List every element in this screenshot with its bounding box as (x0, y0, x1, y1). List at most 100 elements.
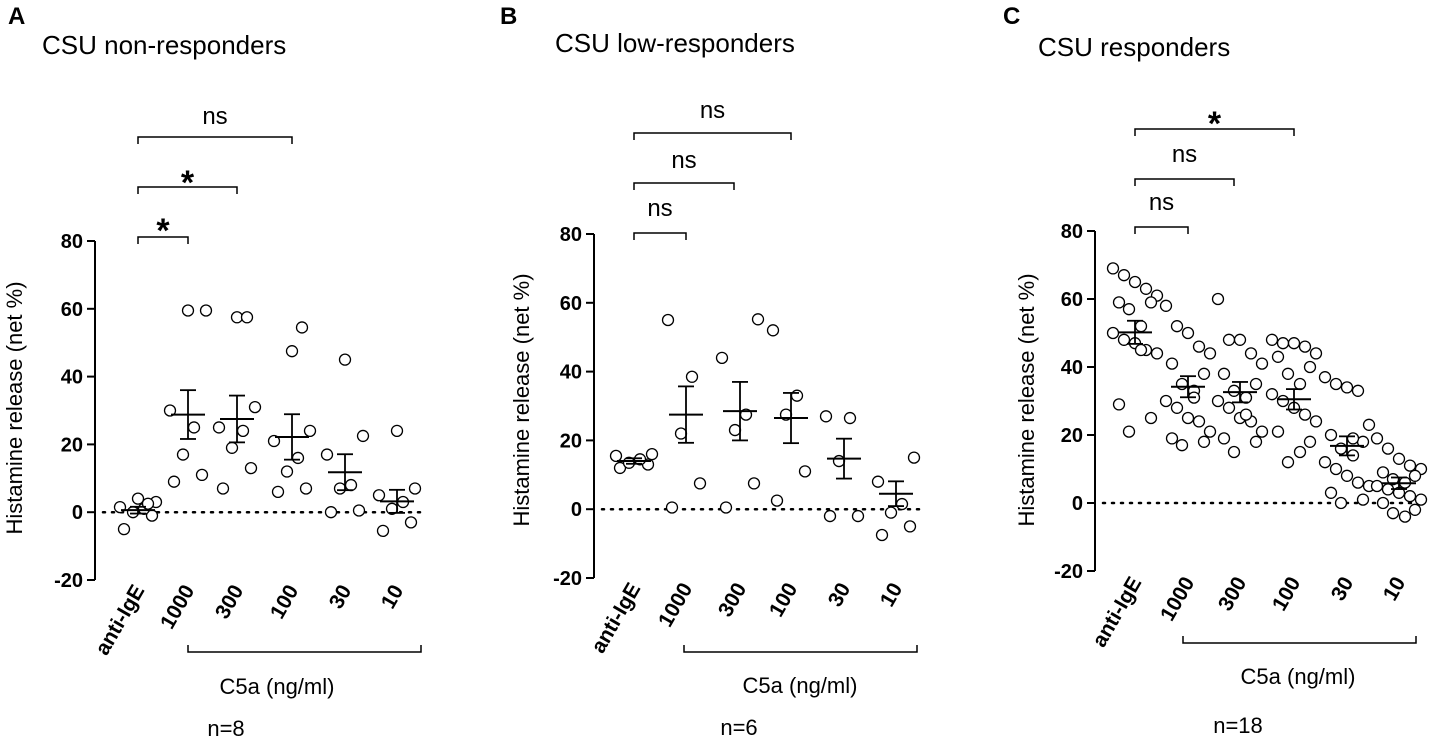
data-point (875, 528, 889, 542)
data-point (1271, 425, 1285, 438)
data-point (126, 506, 140, 519)
data-point (661, 313, 675, 327)
data-point (1122, 303, 1136, 316)
y-axis-label: Histamine release (net %) (2, 281, 27, 534)
significance-bracket (1134, 178, 1235, 186)
x-category-label: 10 (1379, 573, 1411, 605)
x-category-label: 100 (765, 579, 802, 621)
data-point (1281, 456, 1295, 469)
data-point (1414, 493, 1428, 506)
y-tick-label: 60 (61, 299, 83, 321)
data-point (1192, 415, 1206, 428)
data-point (240, 311, 254, 324)
significance-bracket (633, 182, 735, 190)
data-point (131, 492, 145, 505)
x-category-label: 10 (876, 579, 908, 611)
data-point (1281, 367, 1295, 380)
data-point (225, 441, 239, 454)
data-point (404, 516, 418, 529)
data-point (344, 478, 358, 492)
x-category-label: anti-IgE (1088, 573, 1146, 651)
significance-bracket (137, 136, 293, 144)
data-point (1170, 401, 1184, 414)
y-tick-label: 60 (560, 293, 582, 315)
data-point (907, 451, 921, 464)
data-point (747, 477, 761, 490)
data-point (1134, 320, 1148, 333)
data-point (1392, 452, 1406, 465)
y-axis-label: Histamine release (net %) (509, 273, 534, 526)
y-tick-label: 80 (61, 231, 83, 253)
x-category-label: 100 (266, 581, 303, 623)
data-point (216, 482, 230, 495)
data-point (333, 482, 347, 495)
data-point (1324, 428, 1338, 442)
data-point (1340, 381, 1354, 394)
data-point (1244, 347, 1258, 360)
data-point (1287, 337, 1301, 350)
significance-bracket (633, 132, 792, 140)
data-point (1303, 435, 1317, 448)
x-category-label: 1000 (654, 579, 697, 631)
data-point (1271, 350, 1285, 363)
data-point (390, 424, 404, 437)
data-point (728, 423, 742, 437)
data-point (1340, 469, 1354, 482)
data-point (1239, 391, 1253, 404)
data-point (1376, 466, 1390, 479)
data-point (823, 509, 837, 523)
x-category-label: 1000 (1156, 573, 1199, 625)
data-point (1112, 398, 1126, 411)
data-point (280, 465, 294, 478)
significance-label: ns (671, 147, 696, 174)
panel-letter: B (500, 3, 517, 30)
data-point (1117, 333, 1131, 346)
data-point (903, 520, 917, 533)
data-point (1370, 479, 1384, 493)
data-point (244, 461, 258, 475)
x-category-label: 300 (1214, 573, 1251, 615)
data-point (1255, 425, 1269, 438)
y-tick-label: -20 (54, 570, 83, 592)
n-label: n=6 (720, 715, 757, 737)
data-point (674, 427, 688, 440)
data-point (248, 400, 262, 414)
significance-label: ns (1149, 189, 1174, 216)
x-category-label: 300 (211, 581, 248, 623)
panel-title: CSU non-responders (42, 30, 286, 60)
data-point (1376, 496, 1390, 510)
data-point (1346, 432, 1360, 445)
data-point (1139, 282, 1153, 295)
data-point (338, 353, 352, 366)
data-point (163, 404, 177, 417)
significance-bracket (137, 186, 238, 194)
data-point (1329, 377, 1343, 391)
data-point (1211, 394, 1225, 408)
data-point (1318, 456, 1332, 469)
data-point (324, 506, 338, 519)
data-point (117, 523, 131, 536)
data-point (1197, 435, 1211, 448)
panel-letter: C (1003, 3, 1020, 30)
x-category-label: 30 (1327, 573, 1359, 605)
data-point (1351, 384, 1365, 397)
data-point (1408, 469, 1422, 482)
group-label: C5a (ng/ml) (1241, 664, 1356, 689)
data-point (1293, 445, 1307, 459)
significance-label: * (1208, 105, 1222, 143)
group-bracket (1182, 636, 1417, 644)
y-tick-label: 20 (1061, 425, 1083, 447)
data-point (766, 324, 780, 337)
y-tick-label: 80 (560, 224, 582, 246)
data-point (1403, 459, 1417, 472)
data-point (613, 461, 627, 475)
data-point (271, 485, 285, 499)
x-category-label: 300 (714, 579, 751, 621)
data-point (1298, 408, 1312, 421)
significance-label: ns (1172, 141, 1197, 168)
data-point (376, 524, 390, 537)
data-point (871, 475, 885, 488)
data-point (1265, 333, 1279, 346)
significance-bracket (137, 236, 189, 244)
